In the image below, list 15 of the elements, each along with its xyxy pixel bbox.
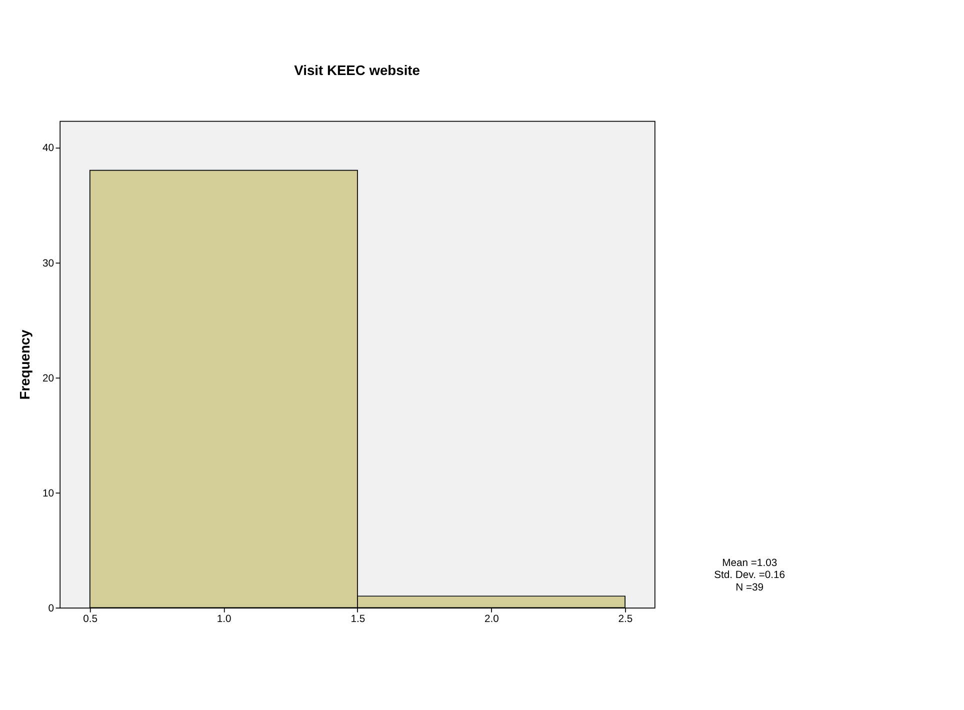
x-tick-label: 1.5: [350, 614, 366, 625]
y-tick-label: 0: [48, 604, 54, 615]
y-tick-label: 40: [42, 143, 54, 154]
x-tick-label: 1.0: [216, 614, 232, 625]
text: Mean =1.03: [722, 558, 778, 570]
y-axis-title: Frequency: [16, 329, 33, 400]
chart-title: Visit KEEC website: [294, 62, 420, 78]
y-tick-label: 10: [42, 488, 54, 500]
y-tick-label: 30: [42, 258, 54, 270]
y-tick-label: 20: [42, 373, 54, 384]
x-tick-label: 2.0: [484, 614, 500, 625]
x-tick-label: 0.5: [83, 614, 98, 625]
x-tick-label: 2.5: [618, 614, 633, 625]
text: Std. Dev. =0.16: [714, 570, 786, 582]
text: N =39: [736, 582, 764, 594]
